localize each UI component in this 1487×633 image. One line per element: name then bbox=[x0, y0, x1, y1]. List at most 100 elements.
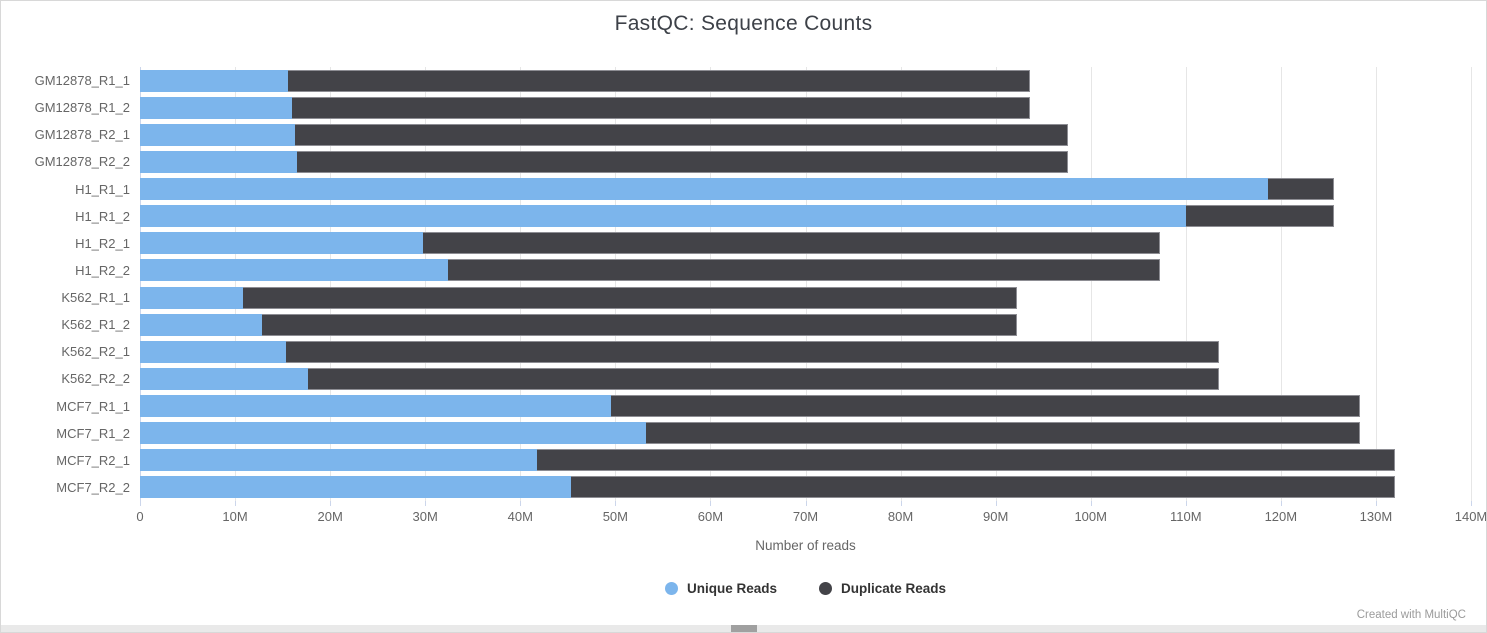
bar-track bbox=[140, 69, 1471, 92]
duplicate-reads-bar-segment[interactable] bbox=[1185, 205, 1335, 228]
bar-track bbox=[140, 367, 1471, 390]
duplicate-reads-bar-segment[interactable] bbox=[286, 340, 1220, 363]
scrollbar-thumb[interactable] bbox=[730, 625, 757, 632]
category-label: K562_R2_2 bbox=[61, 371, 130, 387]
unique-reads-bar-segment[interactable] bbox=[140, 313, 262, 336]
tickmark bbox=[615, 501, 617, 506]
duplicate-reads-bar-segment[interactable] bbox=[610, 395, 1360, 418]
category-label: GM12878_R1_1 bbox=[34, 73, 130, 89]
tickmark bbox=[1471, 501, 1472, 506]
category-axis-line bbox=[140, 67, 141, 506]
unique-reads-bar-segment[interactable] bbox=[140, 367, 309, 390]
bar-track bbox=[140, 395, 1471, 418]
unique-reads-bar-segment[interactable] bbox=[140, 205, 1186, 228]
unique-reads-bar-segment[interactable] bbox=[140, 422, 646, 445]
duplicate-reads-bar-segment[interactable] bbox=[294, 123, 1068, 146]
chart-row: H1_R1_2 bbox=[1, 203, 1471, 230]
category-label: H1_R2_1 bbox=[75, 235, 130, 251]
chart-row: K562_R2_1 bbox=[1, 338, 1471, 365]
bar-track bbox=[140, 259, 1471, 282]
duplicate-reads-bar-segment[interactable] bbox=[288, 69, 1030, 92]
unique-reads-bar-segment[interactable] bbox=[140, 340, 287, 363]
unique-reads-bar-segment[interactable] bbox=[140, 123, 295, 146]
chart-row: GM12878_R1_2 bbox=[1, 94, 1471, 121]
duplicate-reads-bar-segment[interactable] bbox=[261, 313, 1017, 336]
duplicate-reads-bar-segment[interactable] bbox=[570, 476, 1395, 499]
unique-reads-bar-segment[interactable] bbox=[140, 286, 243, 309]
chart-legend: Unique Reads Duplicate Reads bbox=[140, 581, 1471, 596]
bar-track bbox=[140, 449, 1471, 472]
tickmark bbox=[1375, 501, 1377, 506]
bar-track bbox=[140, 96, 1471, 119]
unique-reads-bar-segment[interactable] bbox=[140, 69, 289, 92]
category-label: K562_R1_1 bbox=[61, 290, 130, 306]
gridline bbox=[805, 67, 807, 501]
chart-row: GM12878_R1_1 bbox=[1, 67, 1471, 94]
x-axis-tick-label: 10M bbox=[222, 509, 248, 524]
duplicate-reads-bar-segment[interactable] bbox=[448, 259, 1161, 282]
gridline bbox=[330, 67, 332, 501]
gridline bbox=[1185, 67, 1187, 501]
duplicate-reads-bar-segment[interactable] bbox=[292, 96, 1030, 119]
tickmark bbox=[1280, 501, 1282, 506]
bar-track bbox=[140, 422, 1471, 445]
legend-item[interactable]: Unique Reads bbox=[664, 581, 777, 596]
category-label: MCF7_R2_2 bbox=[56, 479, 130, 495]
gridline bbox=[615, 67, 617, 501]
category-label: H1_R1_2 bbox=[75, 208, 130, 224]
category-label: GM12878_R1_2 bbox=[34, 100, 130, 116]
multiqc-credit: Created with MultiQC bbox=[1356, 609, 1466, 621]
gridline bbox=[1375, 67, 1377, 501]
legend-item[interactable]: Duplicate Reads bbox=[818, 581, 946, 596]
x-axis-tick-label: 70M bbox=[792, 509, 819, 524]
bar-track bbox=[140, 476, 1471, 499]
bar-track bbox=[140, 313, 1471, 336]
bar-track bbox=[140, 205, 1471, 228]
unique-reads-bar-segment[interactable] bbox=[140, 96, 293, 119]
tickmark bbox=[995, 501, 997, 506]
unique-reads-bar-segment[interactable] bbox=[140, 476, 571, 499]
tickmark bbox=[1090, 501, 1092, 506]
x-axis-tick-label: 60M bbox=[697, 509, 724, 524]
unique-reads-bar-segment[interactable] bbox=[140, 232, 424, 255]
category-label: GM12878_R2_1 bbox=[34, 127, 130, 143]
duplicate-reads-bar-segment[interactable] bbox=[1268, 178, 1335, 201]
unique-reads-bar-segment[interactable] bbox=[140, 449, 538, 472]
horizontal-scrollbar[interactable] bbox=[1, 625, 1486, 632]
bar-track bbox=[140, 286, 1471, 309]
x-axis-tick-labels: 0 10M 20M 30M 40M 50M 60M 70M 80M 90M 100M 110M 120M… bbox=[136, 509, 1486, 527]
unique-reads-bar-segment[interactable] bbox=[140, 395, 611, 418]
plot-gridlines bbox=[140, 67, 1472, 501]
duplicate-reads-bar-segment[interactable] bbox=[423, 232, 1161, 255]
x-axis-tick-label: 30M bbox=[412, 509, 438, 524]
legend-swatch-icon bbox=[664, 582, 678, 595]
legend-swatch-icon bbox=[818, 582, 832, 595]
chart-row: GM12878_R2_1 bbox=[1, 121, 1471, 148]
chart-row: GM12878_R2_2 bbox=[1, 148, 1471, 175]
bar-chart-rows: GM12878_R1_1 GM12878_R1_2 GM12878_R2_1 GM12… bbox=[1, 67, 1471, 501]
duplicate-reads-bar-segment[interactable] bbox=[645, 422, 1360, 445]
unique-reads-bar-segment[interactable] bbox=[140, 178, 1269, 201]
tickmark bbox=[710, 501, 712, 506]
chart-row: H1_R2_1 bbox=[1, 230, 1471, 257]
duplicate-reads-bar-segment[interactable] bbox=[296, 150, 1068, 173]
x-axis-tick-label: 120M bbox=[1264, 509, 1298, 524]
unique-reads-bar-segment[interactable] bbox=[140, 259, 449, 282]
tickmark bbox=[425, 501, 427, 506]
tickmark bbox=[140, 501, 141, 506]
category-label: MCF7_R1_1 bbox=[56, 398, 130, 414]
gridline bbox=[1471, 67, 1472, 501]
chart-title: FastQC: Sequence Counts bbox=[614, 12, 873, 35]
chart-row: MCF7_R1_2 bbox=[1, 420, 1471, 447]
gridline bbox=[1280, 67, 1282, 501]
bar-track bbox=[140, 232, 1471, 255]
bar-track bbox=[140, 178, 1471, 201]
category-label: H1_R1_1 bbox=[75, 181, 130, 197]
duplicate-reads-bar-segment[interactable] bbox=[308, 367, 1220, 390]
category-label: K562_R1_2 bbox=[61, 317, 130, 333]
category-label: K562_R2_1 bbox=[61, 344, 130, 360]
x-axis-tick-label: 80M bbox=[887, 509, 914, 524]
duplicate-reads-bar-segment[interactable] bbox=[242, 286, 1017, 309]
duplicate-reads-bar-segment[interactable] bbox=[537, 449, 1395, 472]
unique-reads-bar-segment[interactable] bbox=[140, 150, 297, 173]
